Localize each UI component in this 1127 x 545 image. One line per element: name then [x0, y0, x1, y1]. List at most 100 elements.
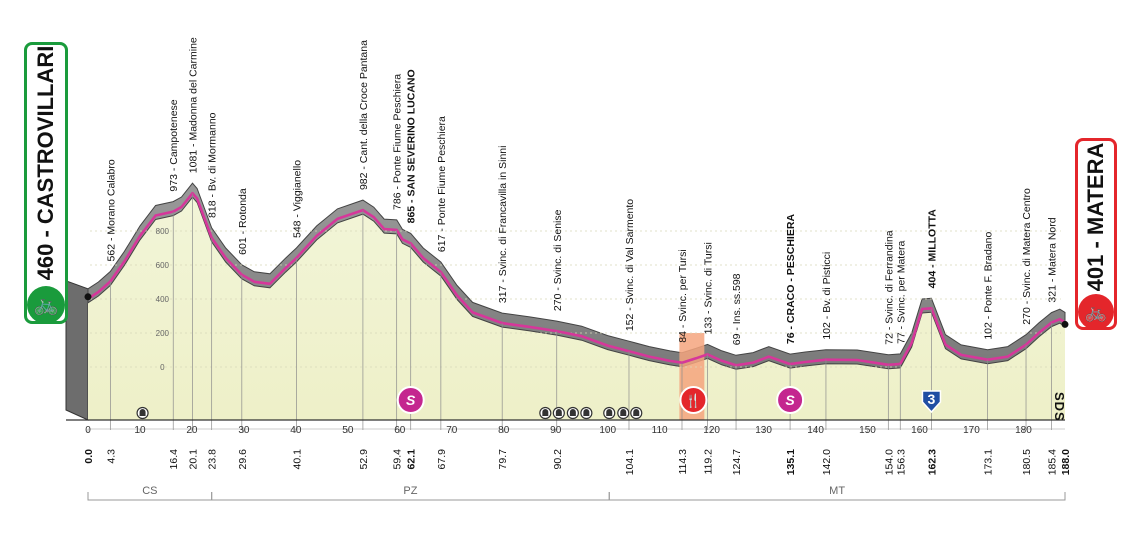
- x-tick-label: 120: [703, 425, 720, 436]
- altitude-tick-label: 600: [156, 261, 170, 270]
- km-distance-label: 124.7: [731, 449, 743, 475]
- point-label: 72 - Svinc. di Ferrandina: [883, 230, 895, 345]
- point-label: 102 - Bv. di Pisticci: [821, 252, 833, 340]
- province-label: PZ: [403, 485, 417, 497]
- km-distance-label: 135.1: [785, 449, 797, 475]
- start-dot: [84, 293, 92, 301]
- altitude-tick-label: 0: [160, 363, 165, 372]
- start-town-label: 460 - CASTROVILLARI: [33, 45, 58, 281]
- tunnel-icon-arch: [583, 409, 590, 416]
- km-distance-label: 104.1: [624, 449, 636, 475]
- km-distance-label: 188.0: [1060, 449, 1072, 475]
- kom-marker: 3: [921, 390, 942, 414]
- sprint-marker-circle: [396, 386, 425, 414]
- point-label: 562 - Morano Calabro: [105, 159, 117, 261]
- tunnel-icon-arch: [606, 409, 613, 416]
- km-distance-label: 62.1: [406, 449, 418, 470]
- point-label: 818 - Bv. di Mormanno: [207, 112, 219, 218]
- point-label: 69 - Ins. ss.598: [731, 273, 743, 345]
- point-label-major: 76 - CRACO - PESCHIERA: [785, 214, 797, 345]
- kom-shield-shape: [921, 390, 942, 414]
- tunnel-icon: [539, 406, 552, 420]
- province-label: CS: [142, 485, 157, 497]
- point-label: 77 - Svinc. per Matera: [895, 240, 907, 343]
- point-label-major: 404 - MILLOTTA: [926, 209, 938, 289]
- tunnel-icon-arch: [620, 409, 627, 416]
- x-tick-label: 150: [859, 425, 876, 436]
- point-label: 317 - Svinc. di Francavilla in Sinni: [497, 146, 509, 304]
- sds-brand-logo: SDS: [1052, 392, 1067, 422]
- x-tick-label: 100: [599, 425, 616, 436]
- tunnel-icon-arch: [542, 409, 549, 416]
- x-tick-label: 110: [652, 425, 668, 436]
- km-distance-label: 52.9: [358, 449, 370, 470]
- feed-marker-circle: [679, 386, 708, 414]
- feed-marker: 🍴: [679, 386, 708, 414]
- point-label: 84 - Svinc. per Tursi: [677, 249, 689, 342]
- tunnel-icon: [566, 406, 579, 420]
- point-label: 270 - Svinc. di Matera Centro: [1021, 188, 1033, 325]
- km-distance-label: 40.1: [291, 449, 303, 470]
- x-tick-label: 20: [186, 425, 198, 436]
- bicycle-icon: 🚲: [27, 286, 65, 324]
- altitude-tick-label: 200: [156, 329, 170, 338]
- point-label: 982 - Cant. della Croce Pantana: [358, 40, 370, 190]
- km-distance-label: 154.0: [883, 449, 895, 475]
- tunnel-icon-arch: [555, 409, 562, 416]
- x-tick-label: 170: [963, 425, 980, 436]
- province-bracket: [608, 492, 1066, 501]
- point-label: 973 - Campotenese: [168, 99, 180, 191]
- sprint-marker: S: [396, 386, 425, 414]
- km-distance-label: 79.7: [497, 449, 509, 470]
- x-tick-label: 130: [755, 425, 772, 436]
- sprint-marker-circle: [776, 386, 805, 414]
- feed-marker-glyph: 🍴: [685, 393, 701, 409]
- point-label-major: 865 - SAN SEVERINO LUCANO: [406, 69, 418, 223]
- kom-marker-glyph: 3: [928, 391, 936, 407]
- x-tick-label: 10: [134, 425, 146, 436]
- point-label: 601 - Rotonda: [237, 188, 249, 255]
- point-label: 102 - Ponte F. Bradano: [983, 232, 995, 340]
- tunnel-icon: [552, 406, 565, 420]
- km-distance-label: 162.3: [926, 449, 938, 475]
- point-label: 152 - Svinc. di Val Sarmento: [624, 199, 636, 331]
- point-label: 270 - Svinc. di Senise: [552, 209, 564, 311]
- x-tick-label: 50: [342, 425, 354, 436]
- point-label: 321 - Matera Nord: [1046, 217, 1058, 302]
- x-tick-label: 30: [238, 425, 250, 436]
- sprint-marker-glyph: S: [785, 392, 795, 408]
- tunnel-icon: [603, 406, 616, 420]
- km-distance-label: 119.2: [702, 449, 714, 475]
- x-tick-label: 160: [911, 425, 928, 436]
- tunnel-icon: [136, 406, 149, 420]
- km-distance-label: 142.0: [821, 449, 833, 475]
- x-tick-label: 90: [550, 425, 562, 436]
- start-town-badge: 460 - CASTROVILLARI 🚲: [24, 42, 68, 324]
- km-distance-label: 59.4: [392, 449, 404, 470]
- km-distance-label: 0.0: [83, 449, 95, 464]
- km-distance-label: 16.4: [168, 449, 180, 470]
- km-distance-label: 114.3: [677, 449, 689, 475]
- km-distance-label: 180.5: [1021, 449, 1033, 475]
- finish-town-badge: 401 - MATERA 🚲: [1075, 138, 1117, 330]
- tunnel-icon-arch: [633, 409, 640, 416]
- km-distance-label: 29.6: [237, 449, 249, 470]
- km-distance-label: 67.9: [436, 449, 448, 470]
- sprint-marker-glyph: S: [406, 392, 416, 408]
- km-distance-label: 173.1: [983, 449, 995, 475]
- km-distance-label: 156.3: [895, 449, 907, 475]
- point-label: 1081 - Madonna del Carmine: [187, 37, 199, 173]
- km-distance-label: 90.2: [552, 449, 564, 470]
- finish-flag-icon: 🚲: [1078, 294, 1114, 330]
- sprint-marker: S: [776, 386, 805, 414]
- altitude-tick-label: 800: [156, 227, 170, 236]
- km-distance-label: 185.4: [1046, 449, 1058, 475]
- x-tick-label: 70: [446, 425, 458, 436]
- x-tick-label: 40: [290, 425, 302, 436]
- tunnel-icon: [617, 406, 630, 420]
- finish-town-label: 401 - MATERA: [1083, 142, 1108, 292]
- tunnel-icon-arch: [569, 409, 576, 416]
- point-label: 133 - Svinc. di Tursi: [702, 242, 714, 334]
